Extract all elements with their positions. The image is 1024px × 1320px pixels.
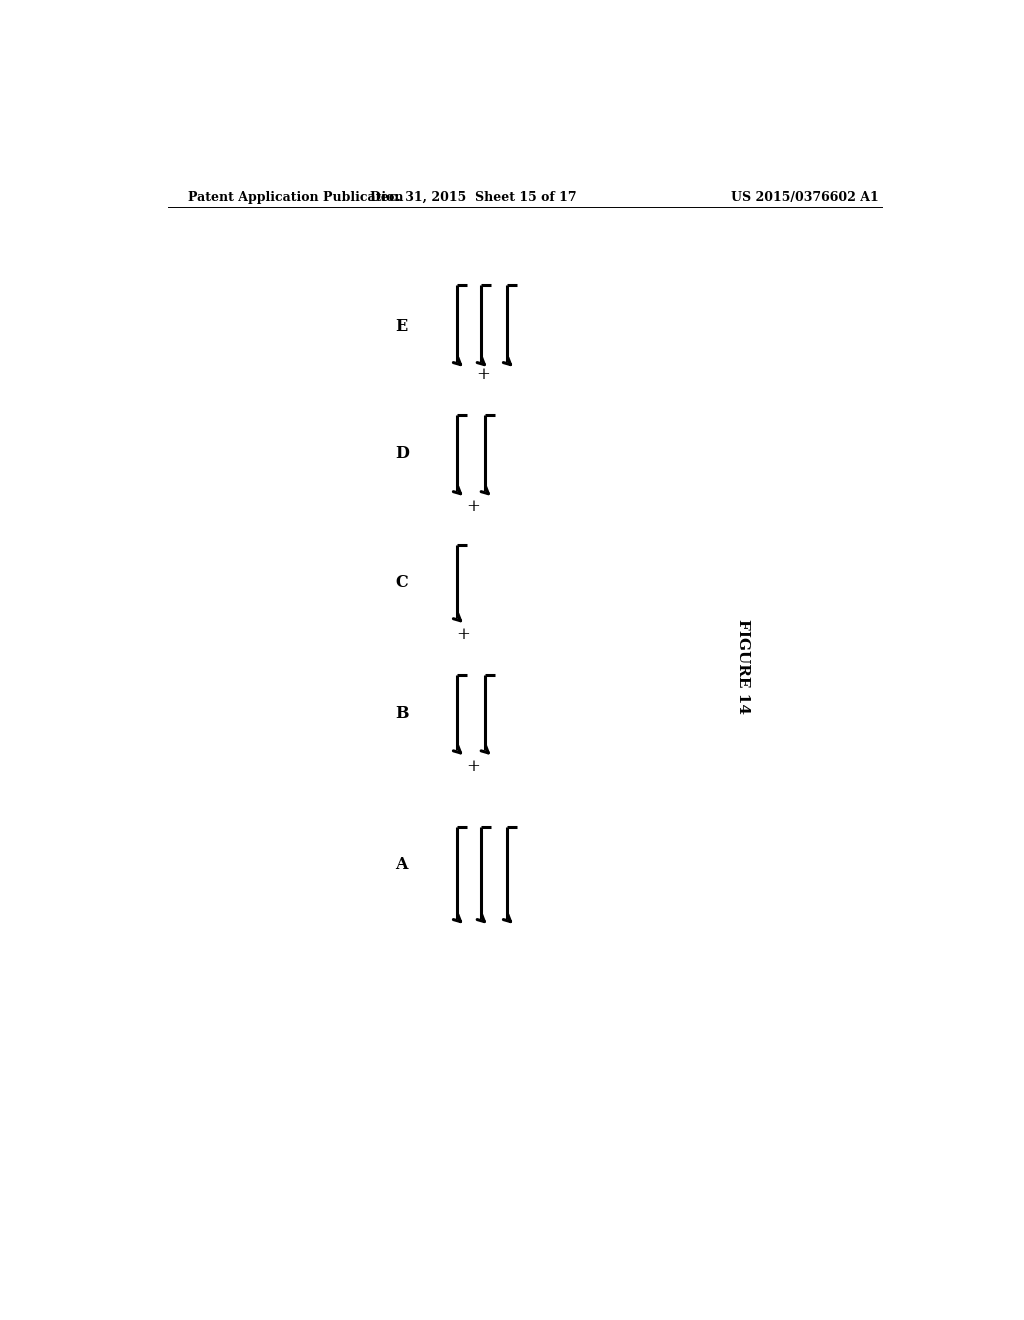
Text: C: C	[395, 574, 409, 591]
Text: +: +	[466, 498, 480, 515]
Text: E: E	[395, 318, 408, 334]
Text: US 2015/0376602 A1: US 2015/0376602 A1	[731, 191, 879, 203]
Text: A: A	[395, 857, 408, 874]
Text: +: +	[456, 626, 470, 643]
Text: FIGURE 14: FIGURE 14	[736, 619, 750, 714]
Text: Dec. 31, 2015  Sheet 15 of 17: Dec. 31, 2015 Sheet 15 of 17	[370, 191, 577, 203]
Text: B: B	[395, 705, 409, 722]
Text: +: +	[476, 367, 489, 383]
Text: D: D	[395, 445, 409, 462]
Text: +: +	[466, 758, 480, 775]
Text: Patent Application Publication: Patent Application Publication	[187, 191, 403, 203]
